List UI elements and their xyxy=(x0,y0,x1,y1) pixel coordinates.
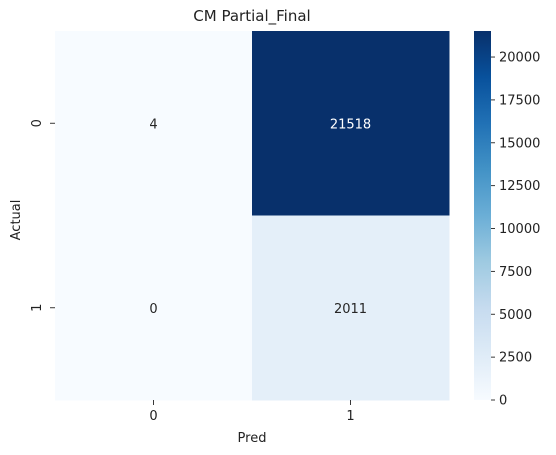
colorbar-tick-label: 17500 xyxy=(499,93,540,108)
y-axis: 01 xyxy=(30,119,55,312)
colorbar-tick-label: 5000 xyxy=(499,308,532,323)
y-axis-label: Actual xyxy=(9,200,24,241)
cell-value-label: 21518 xyxy=(330,117,371,132)
heatmap-cell xyxy=(252,31,450,216)
colorbar-tick-label: 0 xyxy=(499,394,507,409)
y-tick-label: 0 xyxy=(30,119,45,127)
chart-title: CM Partial_Final xyxy=(193,7,310,26)
colorbar-tick-label: 15000 xyxy=(499,136,540,151)
colorbar-gradient xyxy=(474,31,491,400)
heatmap-cells: 4 21518 0 2011 xyxy=(55,31,450,401)
y-tick-label: 1 xyxy=(30,304,45,312)
heatmap-cell xyxy=(55,215,253,401)
colorbar-tick-label: 7500 xyxy=(499,265,532,280)
cell-value-label: 4 xyxy=(149,117,157,132)
heatmap-cell xyxy=(252,215,450,401)
colorbar-tick-label: 12500 xyxy=(499,179,540,194)
cell-value-label: 2011 xyxy=(334,302,367,317)
x-tick-label: 1 xyxy=(346,409,354,424)
heatmap-cell xyxy=(55,31,253,216)
cell-value-label: 0 xyxy=(149,302,157,317)
x-tick-label: 0 xyxy=(149,409,157,424)
colorbar-tick-label: 20000 xyxy=(499,51,540,66)
colorbar: 0 2500 5000 7500 10000 12500 15000 17500 20000 xyxy=(474,31,540,409)
colorbar-tick-label: 2500 xyxy=(499,351,532,366)
x-axis-label: Pred xyxy=(238,431,267,446)
colorbar-tick-label: 10000 xyxy=(499,222,540,237)
